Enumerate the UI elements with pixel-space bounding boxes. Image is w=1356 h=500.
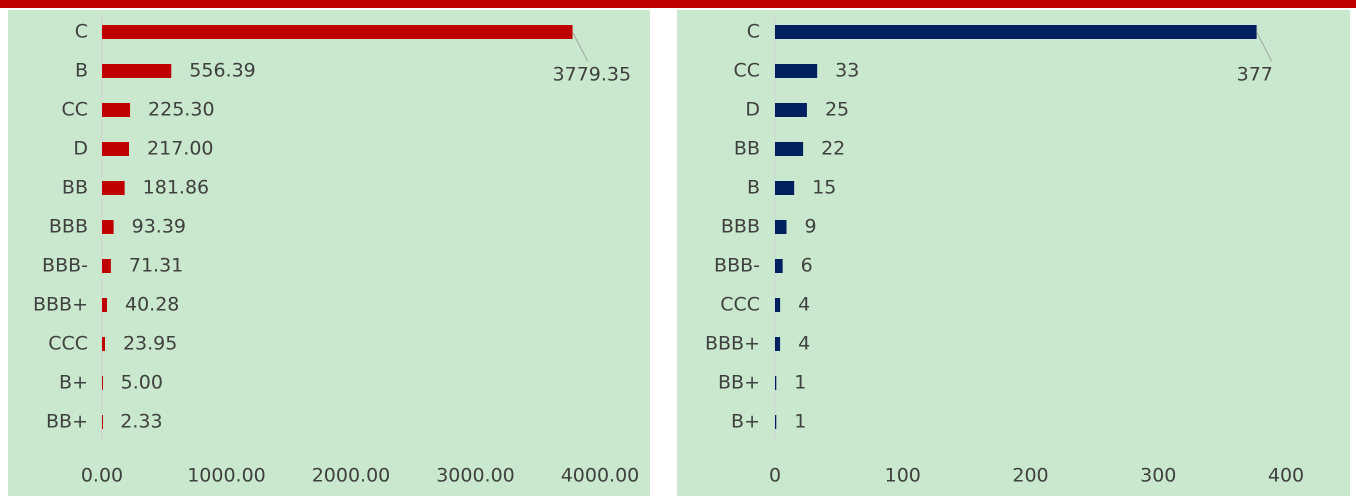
y-tick-label: BB [734, 138, 760, 160]
data-label: 217.00 [147, 138, 213, 160]
bar [775, 220, 787, 234]
data-label: 93.39 [132, 216, 186, 238]
y-tick-label: BB+ [46, 411, 88, 433]
panel [677, 10, 1350, 496]
bar [102, 259, 111, 273]
y-tick-label: BBB- [42, 255, 88, 277]
y-tick-label: B+ [59, 372, 88, 394]
x-tick-label: 300 [1140, 465, 1176, 487]
data-label: 23.95 [123, 333, 177, 355]
y-tick-label: D [73, 138, 88, 160]
data-label: 225.30 [148, 99, 214, 121]
data-label: 1 [794, 411, 806, 433]
bar [775, 142, 804, 156]
bar [775, 298, 781, 312]
x-tick-label: 2000.00 [312, 465, 391, 487]
bar [102, 337, 105, 351]
bar [102, 181, 125, 195]
x-tick-label: 4000.00 [561, 465, 640, 487]
panel [8, 10, 650, 496]
y-tick-label: BBB- [714, 255, 760, 277]
y-tick-label: C [75, 21, 88, 43]
data-label: 15 [812, 177, 836, 199]
y-tick-label: B+ [731, 411, 760, 433]
x-tick-label: 400 [1268, 465, 1304, 487]
y-tick-label: CCC [48, 333, 88, 355]
bar [775, 25, 1257, 39]
y-tick-label: BBB [721, 216, 760, 238]
data-label: 40.28 [125, 294, 179, 316]
y-tick-label: CC [733, 60, 760, 82]
bar [775, 259, 783, 273]
bar [102, 298, 108, 312]
y-tick-label: BB [62, 177, 88, 199]
leader-line [1256, 31, 1273, 62]
leader-line [572, 31, 588, 62]
bar [775, 376, 777, 390]
bar [102, 25, 573, 39]
data-label: 6 [801, 255, 813, 277]
y-tick-label: CCC [720, 294, 760, 316]
y-tick-label: D [745, 99, 760, 121]
bar [102, 220, 114, 234]
bar [775, 103, 807, 117]
data-label: 25 [825, 99, 849, 121]
data-label: 9 [804, 216, 816, 238]
y-tick-label: BBB [49, 216, 88, 238]
data-label: 2.33 [120, 411, 162, 433]
bar [775, 181, 795, 195]
y-tick-label: CC [61, 99, 88, 121]
top-strip [0, 0, 1356, 8]
data-label: 181.86 [143, 177, 209, 199]
x-tick-label: 1000.00 [187, 465, 266, 487]
x-tick-label: 3000.00 [436, 465, 515, 487]
bar [775, 415, 777, 429]
bar [102, 64, 172, 78]
data-label: 22 [821, 138, 845, 160]
y-tick-label: BBB+ [705, 333, 760, 355]
data-label: 4 [798, 294, 810, 316]
data-label: 377 [1237, 64, 1273, 86]
bar [102, 415, 103, 429]
y-tick-label: BBB+ [33, 294, 88, 316]
y-tick-label: B [75, 60, 88, 82]
data-label: 556.39 [189, 60, 255, 82]
x-tick-label: 0.00 [81, 465, 123, 487]
x-tick-label: 200 [1012, 465, 1048, 487]
data-label: 5.00 [121, 372, 163, 394]
data-label: 71.31 [129, 255, 183, 277]
y-tick-label: B [747, 177, 760, 199]
bar [102, 376, 103, 390]
x-tick-label: 0 [769, 465, 781, 487]
bar [102, 103, 131, 117]
data-label: 1 [794, 372, 806, 394]
data-label: 33 [835, 60, 859, 82]
bar [775, 64, 818, 78]
y-tick-label: BB+ [718, 372, 760, 394]
x-tick-label: 100 [885, 465, 921, 487]
data-label: 3779.35 [553, 64, 632, 86]
data-label: 4 [798, 333, 810, 355]
y-tick-label: C [747, 21, 760, 43]
bar [102, 142, 130, 156]
bar [775, 337, 781, 351]
